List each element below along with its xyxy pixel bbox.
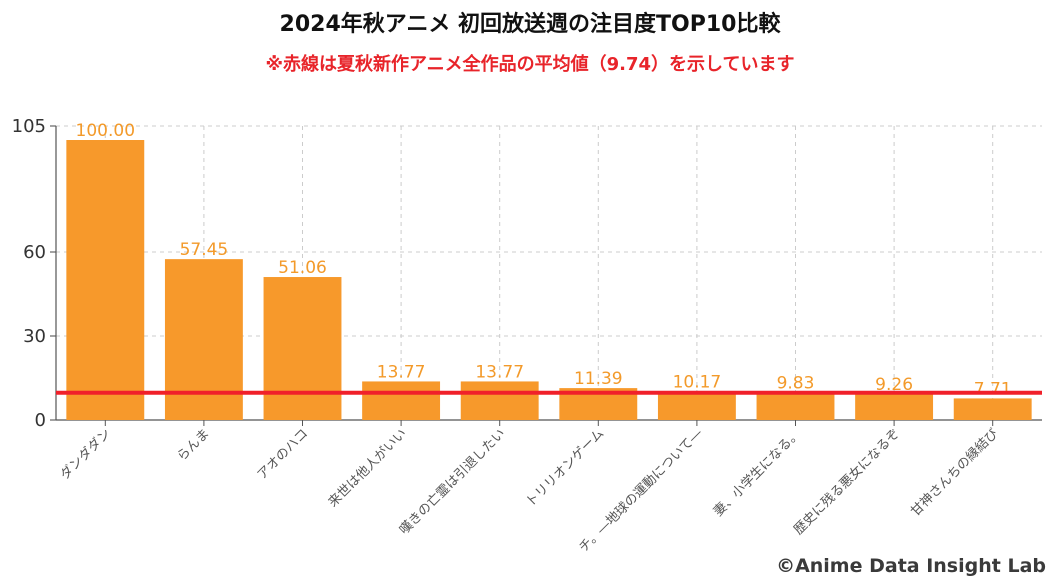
bar-value-label: 11.39 <box>574 369 623 389</box>
x-tick-label: トリリオンゲーム <box>523 426 607 510</box>
bar-value-label: 13.77 <box>377 362 426 382</box>
y-tick-label: 30 <box>23 326 46 347</box>
bar-value-label: 13.77 <box>475 362 524 382</box>
bar <box>855 394 934 420</box>
bar <box>657 391 736 420</box>
bar <box>66 140 145 420</box>
bar-value-label: 10.17 <box>673 373 722 393</box>
x-tick-label: 妻、小学生になる。 <box>710 426 804 520</box>
y-tick-label: 0 <box>35 410 46 431</box>
bar <box>164 259 243 420</box>
bar <box>756 392 835 420</box>
bar <box>362 381 441 420</box>
x-tick-label: らんま <box>175 426 213 464</box>
bar-value-label: 9.26 <box>875 375 913 395</box>
bar-value-label: 100.00 <box>76 121 135 141</box>
y-tick-label: 105 <box>12 116 46 137</box>
bar-value-label: 57.45 <box>180 240 229 260</box>
x-tick-label: ダンダダン <box>58 426 115 483</box>
bar-value-label: 51.06 <box>278 258 327 278</box>
chart-subtitle: ※赤線は夏秋新作アニメ全作品の平均値（9.74）を示しています <box>265 54 795 75</box>
x-tick-label: 来世は他人がいい <box>326 426 410 510</box>
x-tick-label: 嘆きの亡霊は引退したい <box>397 426 509 538</box>
credit-text: ©Anime Data Insight Lab <box>776 555 1046 577</box>
x-tick-label: 甘神さんちの縁結び <box>907 426 1001 520</box>
bar-value-label: 9.83 <box>777 373 815 393</box>
bar <box>953 398 1032 420</box>
bar <box>460 381 539 420</box>
y-tick-label: 60 <box>23 242 46 263</box>
x-tick-label: 歴史に残る悪女になるぞ <box>790 426 902 538</box>
chart-title: 2024年秋アニメ 初回放送週の注目度TOP10比較 <box>279 12 781 37</box>
bar-value-label: 7.71 <box>974 379 1012 399</box>
x-tick-label: アオのハコ <box>255 426 312 483</box>
bar <box>263 277 342 420</box>
